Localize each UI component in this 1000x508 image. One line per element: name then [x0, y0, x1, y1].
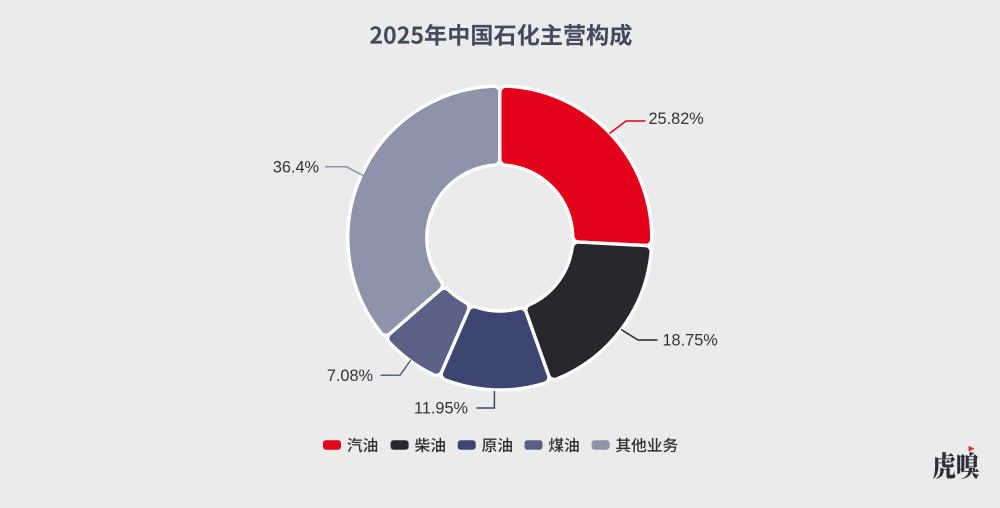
svg-text:11.95%: 11.95% [414, 399, 468, 417]
svg-text:7.08%: 7.08% [327, 367, 373, 385]
svg-text:25.82%: 25.82% [649, 110, 704, 128]
svg-text:36.4%: 36.4% [273, 159, 319, 177]
svg-text:18.75%: 18.75% [663, 331, 718, 349]
